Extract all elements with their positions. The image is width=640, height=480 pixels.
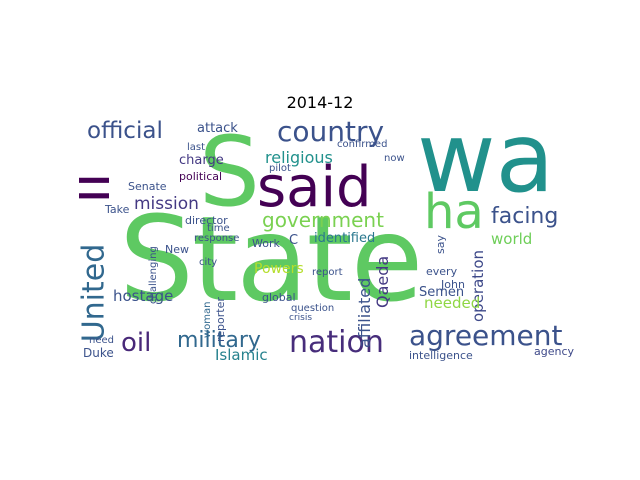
word-islamic: Islamic xyxy=(215,346,268,364)
word-ha: ha xyxy=(424,184,484,240)
word-ll: ll xyxy=(79,172,118,204)
word-confirmed: confirmed xyxy=(337,139,388,150)
word-say: say xyxy=(434,235,447,254)
word-qaeda: Qaeda xyxy=(373,255,392,308)
word-identified: identified xyxy=(314,231,376,246)
word-semen: Semen xyxy=(419,285,465,300)
word-duke: Duke xyxy=(83,346,114,360)
word-government: government xyxy=(262,208,384,232)
word-john: John xyxy=(441,278,465,291)
word-facing: facing xyxy=(491,204,559,229)
word-director: director xyxy=(185,214,228,227)
word-reporter: reporter xyxy=(214,297,227,342)
word-s: S xyxy=(199,116,260,228)
word-report: report xyxy=(312,267,343,278)
word-response: response xyxy=(194,233,240,244)
word-take: Take xyxy=(105,203,130,216)
word-wa: wa xyxy=(417,116,555,214)
word-oil: oil xyxy=(121,328,152,358)
word-said: said xyxy=(257,155,372,220)
word-united: United xyxy=(79,243,112,343)
word-time: time xyxy=(207,223,230,234)
word-work: Work xyxy=(252,237,280,250)
word-challenging: challenging xyxy=(148,246,159,304)
word-world: world xyxy=(491,230,533,248)
word-charge: charge xyxy=(179,153,224,168)
word-hostage: hostage xyxy=(113,287,174,305)
word-now: now xyxy=(384,153,405,164)
word-powers: Powers xyxy=(254,261,304,277)
word-affiliated: affiliated xyxy=(355,277,374,348)
word-nation: nation xyxy=(289,325,384,360)
word-last: last xyxy=(187,142,206,153)
word-c: C xyxy=(289,233,299,248)
word-question: question xyxy=(291,303,335,314)
word-woman: woman xyxy=(202,301,213,338)
word-senate: Senate xyxy=(128,180,167,193)
word-country: country xyxy=(277,116,385,148)
word-city: city xyxy=(199,257,218,268)
word-need: need xyxy=(89,335,114,346)
word-crisis: crisis xyxy=(289,313,313,323)
word-agency: agency xyxy=(534,345,575,358)
word-pilot: pilot xyxy=(269,163,291,174)
word-mission: mission xyxy=(134,194,199,214)
word-every: every xyxy=(426,265,458,278)
word-political: political xyxy=(179,170,223,183)
word-state: State xyxy=(119,190,423,328)
word-new: New xyxy=(165,243,189,256)
word-agreement: agreement xyxy=(409,319,563,352)
word-cloud: State wa said S ha ll nation country agr… xyxy=(79,116,576,369)
word-attack: attack xyxy=(197,121,238,136)
word-official: official xyxy=(87,118,163,144)
word-needed: needed xyxy=(424,294,481,312)
word-global: global xyxy=(262,291,296,304)
word-intelligence: intelligence xyxy=(409,349,473,362)
word-religious: religious xyxy=(265,148,333,167)
word-military: military xyxy=(177,328,261,353)
chart-title: 2014-12 xyxy=(286,93,354,112)
